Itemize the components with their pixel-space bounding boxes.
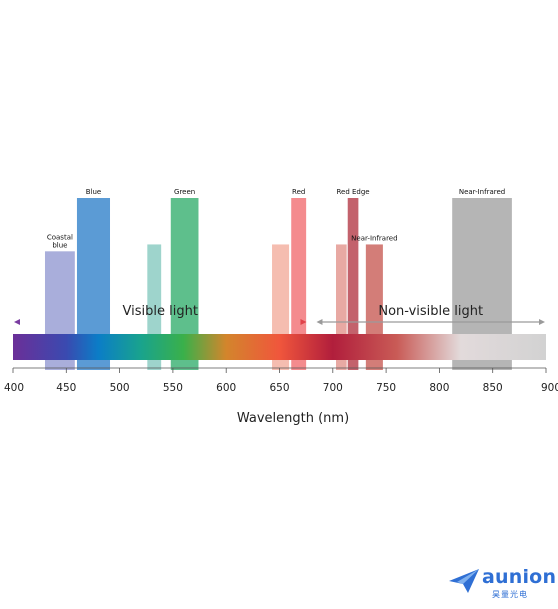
x-tick-label-6: 700: [323, 382, 343, 394]
band-label-8: Near-Infrared: [351, 234, 397, 242]
x-tick-label-1: 450: [56, 382, 76, 394]
band-label-5: Red: [292, 188, 305, 196]
x-tick-label-3: 550: [163, 382, 183, 394]
band-bar-7: [347, 198, 359, 370]
x-tick-label-8: 800: [429, 382, 449, 394]
region-arrow-head-left-0: [14, 319, 20, 325]
logo-name: aunion: [482, 566, 557, 588]
x-tick-label-10: 900: [541, 382, 558, 394]
x-tick-label-0: 400: [4, 382, 24, 394]
logo-subtitle: 昊量光电: [492, 590, 528, 599]
region-arrows-layer: Visible light Non-visible light: [14, 304, 545, 325]
spectrum-bar: [13, 334, 546, 360]
x-tick-label-4: 600: [216, 382, 236, 394]
x-tick-label-5: 650: [269, 382, 289, 394]
region-label-1: Non-visible light: [378, 304, 483, 319]
spectrum-layer: [13, 334, 546, 360]
region-arrow-head-right-1: [539, 319, 545, 325]
band-bar-6: [335, 244, 347, 370]
x-axis: 400 450 500 550 600 650 700 750 800 850 900: [4, 367, 558, 394]
band-label-7: Red Edge: [336, 188, 369, 196]
region-arrow-head-right-0: [300, 319, 307, 325]
x-tick-label-9: 850: [483, 382, 503, 394]
x-tick-label-7: 750: [376, 382, 396, 394]
band-label-9: Near-Infrared: [459, 188, 505, 196]
company-logo: aunion 昊量光电: [448, 566, 556, 602]
band-label-1: Blue: [86, 188, 102, 196]
region-label-0: Visible light: [123, 304, 198, 319]
paper-plane-logo-icon: [449, 569, 479, 593]
band-label-3: Green: [174, 188, 195, 196]
region-arrow-head-left-1: [316, 319, 323, 325]
band-bar-5: [291, 198, 307, 370]
x-tick-label-2: 500: [110, 382, 130, 394]
x-axis-title: Wavelength (nm): [237, 411, 349, 426]
band-label-0: blue: [52, 241, 67, 249]
band-label-0: Coastal: [47, 233, 73, 241]
